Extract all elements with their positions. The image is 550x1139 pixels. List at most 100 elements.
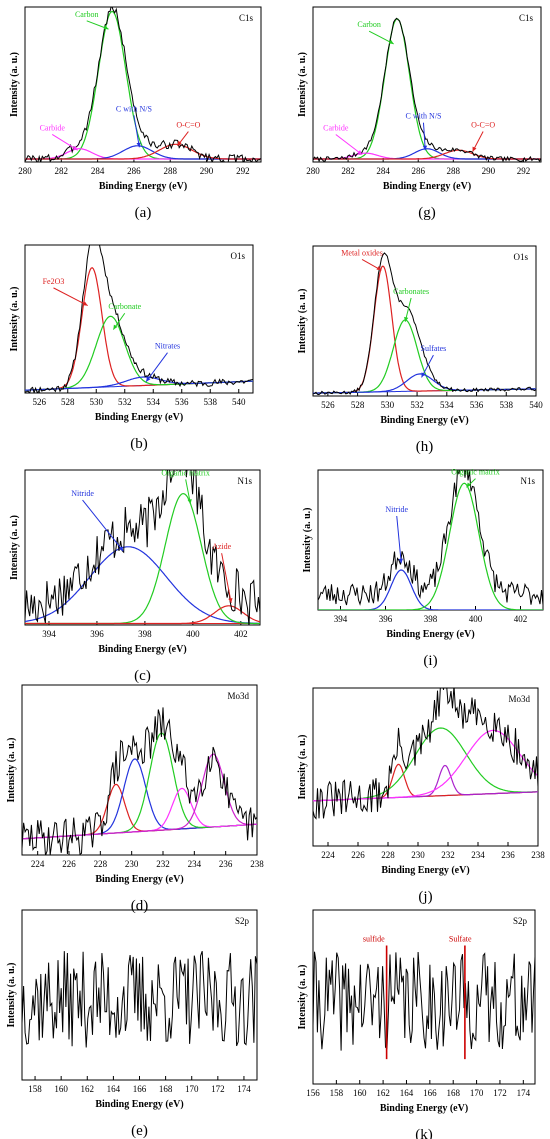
fit-component-line [318,482,543,610]
panel-label: (c) [134,668,151,684]
x-tick-label: 168 [446,1088,460,1098]
annotation-arrow [51,134,78,151]
x-axis-label: Binding Energy (eV) [380,415,468,426]
annotation-arrowhead [398,558,404,564]
panel-label: (i) [423,653,437,669]
x-tick-label: 396 [379,614,393,624]
annotation-arrow [133,115,140,148]
annotation-label: Sulfates [421,344,447,353]
fit-component-line [25,605,260,625]
annotation-arrowhead [118,546,124,552]
x-tick-label: 174 [517,1088,531,1098]
x-tick-label: 232 [441,850,455,860]
y-axis-label: Intensity (a. u.) [297,52,308,117]
experimental-line [25,470,260,625]
annotation-arrowhead [177,140,182,146]
annotation-arrowhead [466,482,472,488]
annotation-arrowhead [113,324,118,330]
x-tick-label: 234 [188,859,202,869]
plot-frame [24,244,254,394]
panel-d: 224 226 228 230 232 234 236 238 Binding Energy (… [6,684,264,914]
y-axis-label: Intensity (a. u.) [302,507,313,572]
annotation-arrowhead [228,598,233,603]
annotation-label: Carbide [323,123,349,132]
panel-title: O1s [513,252,528,262]
x-tick-label: 282 [55,166,69,176]
x-tick-label: 532 [118,397,132,407]
plot-frame [312,909,536,1085]
y-axis-label: Intensity (a. u.) [297,288,308,353]
annotation-label: Metal oxides [341,248,383,257]
x-tick-label: 224 [321,850,335,860]
x-tick-label: 224 [31,859,45,869]
x-tick-label: 226 [62,859,76,869]
x-tick-label: 232 [156,859,170,869]
panel-i: 394 396 398 400 402 Binding Energy (eV) Intens… [302,468,544,669]
x-tick-label: 536 [175,397,189,407]
x-tick-label: 230 [125,859,139,869]
annotation-arrow [82,499,124,552]
y-axis-label: Intensity (a. u.) [6,737,17,802]
x-tick-label: 538 [204,397,218,407]
y-axis-label: Intensity (a. u.) [9,52,20,117]
annotation-arrow [335,134,363,156]
y-axis-label: Intensity (a. u.) [9,286,20,351]
x-tick-label: 526 [321,400,335,410]
panel-title: S2p [513,916,528,926]
x-tick-label: 530 [90,397,104,407]
fit-component-line [25,267,253,391]
annotation-label: C with N/S [405,112,441,121]
x-tick-label: 292 [517,166,531,176]
experimental-line [313,688,538,820]
panel-label: (g) [418,205,436,221]
annotation-arrow [145,352,168,383]
plot-frame [317,469,544,611]
panel-k: 156 158 160 162 164 166 168 170 172 174 Binding En… [297,909,536,1139]
x-tick-label: 156 [306,1088,320,1098]
fit-component-line [25,315,253,391]
x-tick-label: 288 [447,166,461,176]
panel-label: (j) [418,889,432,905]
panel-c: 394 396 398 400 402 Binding Energy (eV) Intens… [9,468,261,684]
x-tick-label: 228 [381,850,395,860]
x-tick-label: 284 [91,166,105,176]
annotation-label: Nitrates [155,342,180,351]
x-tick-label: 286 [411,166,425,176]
plot-frame [21,684,258,856]
x-tick-label: 536 [470,400,484,410]
annotation-label: Carbon [75,10,99,19]
x-axis-label: Binding Energy (eV) [98,644,186,655]
fit-component-line [313,763,538,802]
y-axis-label: Intensity (a. u.) [297,964,308,1029]
x-tick-label: 158 [330,1088,344,1098]
x-tick-label: 394 [334,614,348,624]
annotation-arrowhead [72,145,78,151]
x-tick-label: 538 [500,400,514,410]
x-tick-label: 398 [424,614,438,624]
panel-title: N1s [520,476,535,486]
x-tick-label: 226 [351,850,365,860]
x-tick-label: 172 [211,1084,225,1094]
x-axis-label: Binding Energy (eV) [386,629,474,640]
experimental-line [22,951,257,1048]
panel-label: (e) [131,1123,148,1139]
experimental-line [25,245,253,393]
annotation-arrow [422,122,426,151]
experimental-line [313,252,536,396]
x-tick-label: 282 [341,166,355,176]
x-tick-label: 170 [470,1088,484,1098]
annotation-label: Organic matrix [161,468,210,477]
annotation-arrowhead [421,372,426,378]
fit-component-line [25,143,261,160]
x-tick-label: 532 [410,400,424,410]
x-tick-label: 166 [133,1084,147,1094]
x-tick-label: 402 [234,629,248,639]
x-tick-label: 526 [33,397,47,407]
x-tick-label: 280 [306,166,320,176]
x-tick-label: 540 [232,397,246,407]
experimental-line [313,17,541,162]
panel-title: S2p [235,916,250,926]
x-axis-label: Binding Energy (eV) [383,181,471,192]
panel-b: 526 528 530 532 534 536 538 540 Binding Energy (… [9,244,254,452]
